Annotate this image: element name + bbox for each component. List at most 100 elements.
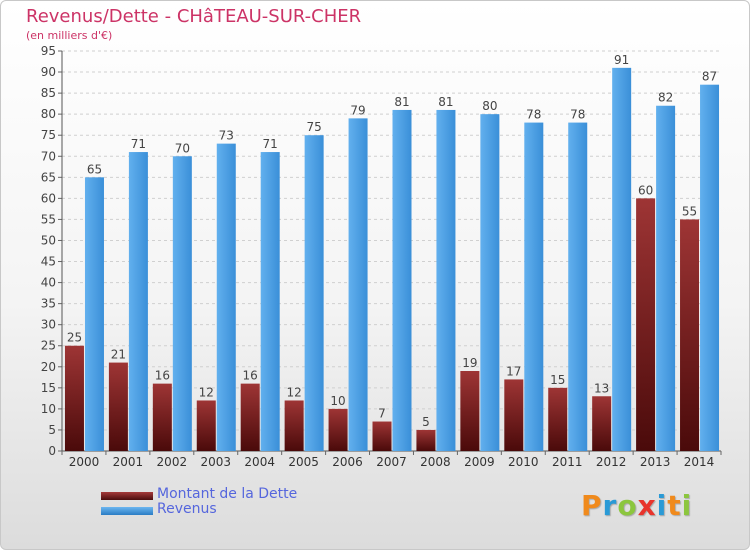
data-label-revenus: 82 xyxy=(658,91,673,105)
x-tick-label: 2014 xyxy=(684,455,715,469)
bar-dette xyxy=(372,421,392,451)
y-tick-label: 65 xyxy=(41,170,56,184)
legend-label-dette: Montant de la Dette xyxy=(157,486,298,502)
bar-dette xyxy=(108,362,128,451)
y-tick-label: 55 xyxy=(41,212,56,226)
chart-subtitle: (en milliers d'€) xyxy=(26,29,113,42)
legend-swatch-revenus xyxy=(101,507,153,515)
y-tick-label: 50 xyxy=(41,233,56,247)
bar-dette xyxy=(592,396,612,451)
y-tick-label: 60 xyxy=(41,191,56,205)
bar-revenus xyxy=(612,67,632,451)
data-label-revenus: 79 xyxy=(350,103,365,117)
y-tick-label: 90 xyxy=(41,65,56,79)
legend-swatch-dette xyxy=(101,492,153,500)
data-label-dette: 16 xyxy=(243,369,258,383)
data-label-dette: 25 xyxy=(67,331,82,345)
x-tick-label: 2011 xyxy=(552,455,583,469)
data-label-revenus: 75 xyxy=(306,120,321,134)
bar-dette xyxy=(196,400,216,451)
logo-letter: i xyxy=(656,489,668,522)
data-label-dette: 15 xyxy=(550,373,565,387)
data-label-dette: 60 xyxy=(638,183,653,197)
data-label-dette: 19 xyxy=(462,356,477,370)
bar-dette xyxy=(284,400,304,451)
y-tick-label: 10 xyxy=(41,402,56,416)
data-label-revenus: 70 xyxy=(175,141,190,155)
bar-dette xyxy=(636,198,656,451)
bar-dette xyxy=(680,219,700,451)
logo-letter: o xyxy=(617,489,638,522)
bar-dette xyxy=(416,429,436,451)
data-label-revenus: 65 xyxy=(87,162,102,176)
data-label-dette: 55 xyxy=(682,204,697,218)
y-tick-label: 80 xyxy=(41,107,56,121)
data-label-dette: 10 xyxy=(330,394,345,408)
bar-dette xyxy=(460,371,480,451)
logo-letter: r xyxy=(602,489,618,522)
data-label-dette: 12 xyxy=(286,385,301,399)
x-tick-label: 2006 xyxy=(332,455,363,469)
bar-revenus xyxy=(128,152,148,452)
x-tick-label: 2010 xyxy=(508,455,539,469)
y-tick-label: 15 xyxy=(41,381,56,395)
y-tick-label: 40 xyxy=(41,276,56,290)
logo-letter: i xyxy=(681,489,693,522)
data-label-revenus: 87 xyxy=(702,70,717,84)
data-label-dette: 5 xyxy=(422,415,430,429)
x-tick-label: 2001 xyxy=(113,455,144,469)
data-label-revenus: 80 xyxy=(482,99,497,113)
data-label-revenus: 78 xyxy=(570,108,585,122)
bar-revenus xyxy=(216,143,236,451)
y-tick-label: 70 xyxy=(41,149,56,163)
y-tick-label: 5 xyxy=(48,423,56,437)
bar-dette xyxy=(548,387,568,451)
data-label-revenus: 81 xyxy=(394,95,409,109)
data-label-dette: 16 xyxy=(155,369,170,383)
data-label-dette: 12 xyxy=(199,385,214,399)
bar-revenus xyxy=(480,114,500,451)
bar-dette xyxy=(240,383,260,451)
x-tick-label: 2004 xyxy=(244,455,275,469)
bar-revenus xyxy=(656,105,676,451)
proxiti-logo: Proxiti xyxy=(581,489,692,522)
data-label-dette: 7 xyxy=(378,407,386,421)
bar-revenus xyxy=(568,122,588,451)
bar-revenus xyxy=(260,152,280,452)
bar-revenus xyxy=(304,135,324,452)
data-label-revenus: 81 xyxy=(438,95,453,109)
x-tick-label: 2009 xyxy=(464,455,495,469)
bar-revenus xyxy=(84,177,104,451)
logo-letter: x xyxy=(637,489,657,522)
bar-dette xyxy=(152,383,172,451)
logo-letter: t xyxy=(667,489,682,522)
bar-dette xyxy=(504,379,524,451)
y-tick-label: 30 xyxy=(41,318,56,332)
x-tick-label: 2003 xyxy=(200,455,231,469)
x-tick-label: 2002 xyxy=(157,455,188,469)
y-tick-label: 35 xyxy=(41,297,56,311)
logo-letter: P xyxy=(581,489,603,522)
y-tick-label: 20 xyxy=(41,360,56,374)
x-tick-label: 2012 xyxy=(596,455,627,469)
bar-dette xyxy=(328,408,348,451)
x-tick-label: 2000 xyxy=(69,455,100,469)
x-tick-label: 2013 xyxy=(640,455,671,469)
data-label-revenus: 71 xyxy=(131,137,146,151)
y-tick-label: 0 xyxy=(48,444,56,458)
bar-revenus xyxy=(348,118,368,452)
bar-revenus xyxy=(172,156,192,451)
y-tick-label: 95 xyxy=(41,44,56,58)
x-tick-label: 2005 xyxy=(288,455,319,469)
bar-revenus xyxy=(700,84,720,452)
data-label-revenus: 71 xyxy=(263,137,278,151)
y-tick-label: 85 xyxy=(41,86,56,100)
bar-revenus xyxy=(524,122,544,451)
y-tick-label: 25 xyxy=(41,339,56,353)
bar-revenus xyxy=(392,109,412,452)
y-tick-label: 75 xyxy=(41,128,56,142)
data-label-revenus: 73 xyxy=(219,129,234,143)
legend-label-revenus: Revenus xyxy=(157,501,217,517)
